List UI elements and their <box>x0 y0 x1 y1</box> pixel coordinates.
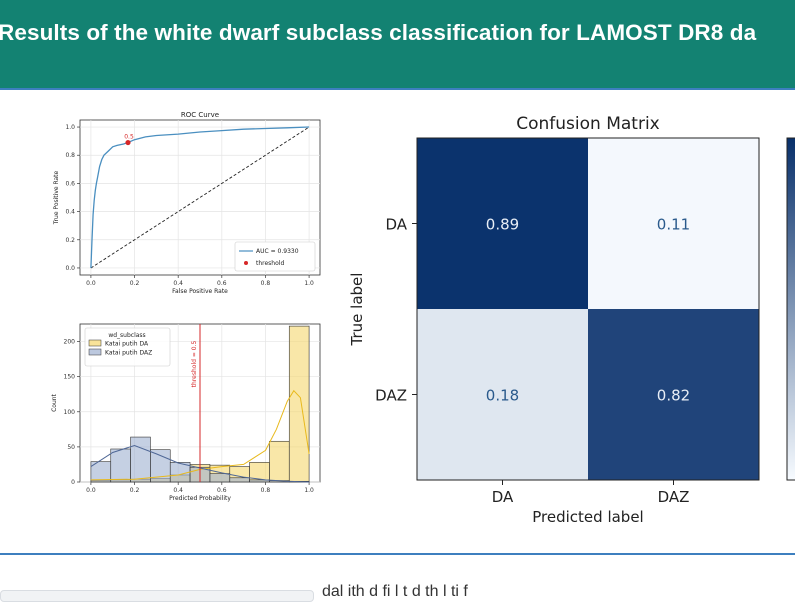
cm-x-tick-label: DA <box>492 488 514 506</box>
hist-x-tick-label: 0.2 <box>130 487 140 494</box>
hist-y-tick-label: 100 <box>64 409 76 416</box>
hist-bar-da <box>269 440 290 483</box>
cm-x-axis-label: Predicted label <box>532 508 643 526</box>
hist-x-tick-label: 0.8 <box>261 487 271 494</box>
roc-legend-swatch-point <box>244 261 248 265</box>
hist-bar-daz <box>209 473 231 483</box>
roc-title: ROC Curve <box>181 111 219 119</box>
hist-x-tick-label: 0.6 <box>217 487 227 494</box>
roc-chart: 0.0 0.2 0.4 0.6 0.8 1.0 0.0 0.2 0.4 0.6 0.8 1.0 ROC … <box>53 111 321 295</box>
hist-bar-daz <box>110 448 131 483</box>
cm-cell <box>417 309 588 480</box>
hist-legend-label: Katai putih DAZ <box>105 350 152 357</box>
roc-y-tick-label: 1.0 <box>65 124 75 131</box>
probability-histogram: 0.0 0.2 0.4 0.6 0.8 1.0 0 50 100 150 200 Predicted … <box>51 323 321 502</box>
roc-y-tick-label: 0.6 <box>65 180 75 187</box>
roc-x-tick-label: 1.0 <box>304 280 314 287</box>
roc-threshold-label: 0.5 <box>124 134 134 141</box>
cm-x-tick-label: DAZ <box>658 488 690 506</box>
roc-legend-box <box>234 241 316 272</box>
hist-bar-daz <box>130 436 151 483</box>
cm-cell-value: 0.89 <box>486 216 519 234</box>
roc-x-tick-label: 0.2 <box>130 280 140 287</box>
hist-threshold-label: threshold = 0.5 <box>191 340 198 387</box>
hist-kde-line-da <box>90 389 310 481</box>
cm-title: Confusion Matrix <box>516 114 660 134</box>
search-input[interactable] <box>0 590 314 602</box>
hist-x-tick-label: 1.0 <box>304 487 314 494</box>
hist-legend-swatch <box>88 348 102 356</box>
hist-legend-title: wd_subclass <box>108 332 145 339</box>
hist-y-tick-label: 150 <box>64 374 76 381</box>
cm-cell-value: 0.82 <box>657 387 690 405</box>
cm-y-tick-label: DAZ <box>375 387 407 405</box>
confusion-matrix: Confusion Matrix 0.89 0.11 0.18 0.82 DA DAZ DA D… <box>348 114 795 526</box>
roc-y-axis-label: True Positive Rate <box>53 170 60 225</box>
roc-chance-line <box>90 126 310 269</box>
hist-x-axis-label: Predicted Probability <box>169 495 231 502</box>
roc-legend-label: AUC = 0.9330 <box>256 248 299 255</box>
roc-y-tick-label: 0.0 <box>65 265 75 272</box>
cm-cell <box>588 309 759 480</box>
roc-y-tick-label: 0.8 <box>65 152 75 159</box>
hist-x-tick-label: 0.0 <box>86 487 96 494</box>
hist-y-tick-label: 50 <box>67 444 75 451</box>
roc-y-tick-label: 0.4 <box>65 209 75 216</box>
section-divider <box>0 553 795 555</box>
results-panel: 0.0 0.2 0.4 0.6 0.8 1.0 0.0 0.2 0.4 0.6 0.8 1.0 ROC … <box>0 90 795 555</box>
body-text: dal ith d fi l t d th l ti f <box>322 583 468 600</box>
roc-y-tick-label: 0.2 <box>65 237 75 244</box>
header-banner: Results of the white dwarf subclass clas… <box>0 0 795 90</box>
roc-x-tick-label: 0.6 <box>217 280 227 287</box>
cm-frame <box>416 137 760 481</box>
roc-x-axis-label: False Positive Rate <box>172 288 228 295</box>
hist-bar-da <box>288 325 310 483</box>
hist-legend-label: Katai putih DA <box>105 341 149 348</box>
page-title: Results of the white dwarf subclass clas… <box>0 20 757 45</box>
cm-y-axis-label: True label <box>348 273 366 347</box>
cm-cell <box>588 138 759 309</box>
roc-threshold-point <box>125 139 131 146</box>
hist-legend-swatch <box>88 339 102 347</box>
cm-y-tick-label: DA <box>385 216 407 234</box>
cm-cell <box>417 138 588 309</box>
roc-x-tick-label: 0.4 <box>173 280 183 287</box>
cm-cell-value: 0.11 <box>657 216 690 234</box>
roc-x-tick-label: 0.0 <box>86 280 96 287</box>
hist-x-tick-label: 0.4 <box>173 487 183 494</box>
hist-bar-daz <box>229 477 250 483</box>
cm-colorbar <box>786 137 795 481</box>
hist-y-tick-label: 200 <box>64 339 76 346</box>
roc-x-tick-label: 0.8 <box>261 280 271 287</box>
roc-legend-label: threshold <box>256 260 284 267</box>
roc-curve-line <box>90 126 310 269</box>
cm-cell-value: 0.18 <box>486 387 519 405</box>
hist-legend-box <box>84 327 171 367</box>
hist-y-tick-label: 0 <box>71 479 75 486</box>
hist-y-axis-label: Count <box>51 393 58 411</box>
